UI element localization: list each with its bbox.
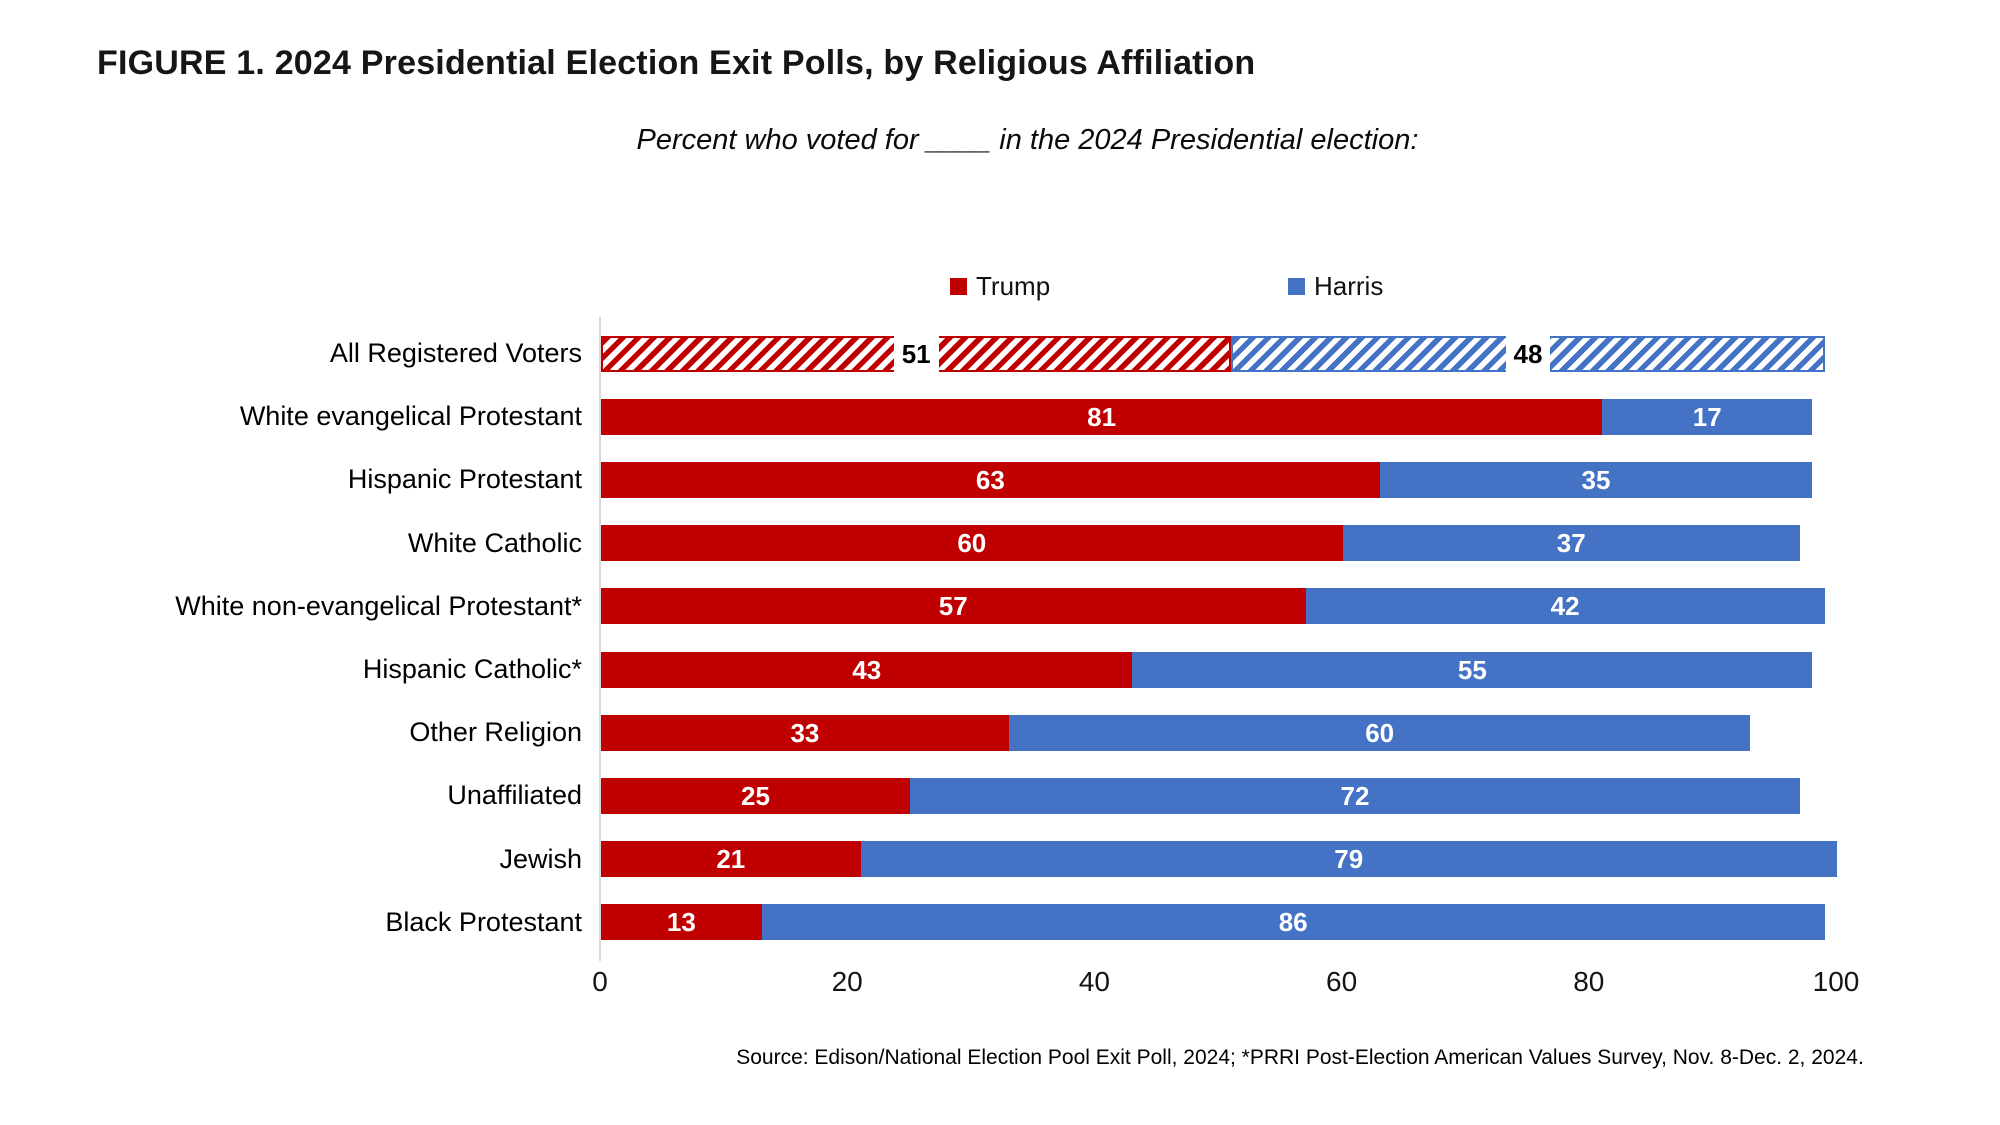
- chart-row: White evangelical Protestant 81 17: [0, 385, 2000, 448]
- bar-segment-trump: 51: [601, 334, 1232, 373]
- chart-row: Hispanic Catholic* 43 55: [0, 638, 2000, 701]
- bar-segment-trump: 81: [601, 398, 1603, 435]
- value-label: 35: [1581, 464, 1611, 495]
- bar-track: 51 48: [601, 334, 1837, 373]
- bar-segment-harris: 72: [910, 777, 1800, 814]
- value-label: 51: [893, 334, 939, 373]
- value-label: 63: [975, 464, 1005, 495]
- chart-row: Unaffiliated 25 72: [0, 764, 2000, 827]
- bar-segment-trump: 25: [601, 777, 910, 814]
- value-label: 37: [1556, 528, 1586, 559]
- value-label: 42: [1550, 591, 1580, 622]
- legend-label: Harris: [1314, 271, 1384, 301]
- bar-segment-harris: 42: [1305, 588, 1825, 625]
- value-label: 79: [1334, 844, 1364, 875]
- category-label: White non-evangelical Protestant*: [175, 590, 582, 621]
- category-label: Hispanic Protestant: [347, 464, 582, 495]
- chart-row: White Catholic 60 37: [0, 512, 2000, 575]
- source-note: Source: Edison/National Election Pool Ex…: [736, 1046, 1864, 1069]
- x-axis: 0 20 40 60 80 100: [592, 966, 1859, 1002]
- bar-segment-harris: 79: [860, 841, 1837, 878]
- value-label: 17: [1692, 401, 1722, 432]
- chart-row: White non-evangelical Protestant* 57 42: [0, 575, 2000, 638]
- category-label: Jewish: [499, 843, 582, 874]
- plot-area: All Registered Voters 51 48 White evangelic…: [0, 317, 2000, 961]
- figure-title: FIGURE 1. 2024 Presidential Election Exi…: [97, 44, 1256, 82]
- value-label: 81: [1087, 401, 1117, 432]
- bar-track: 13 86: [601, 904, 1837, 941]
- bar-segment-harris: 48: [1231, 334, 1825, 373]
- value-label: 48: [1505, 334, 1551, 373]
- category-label: Unaffiliated: [447, 780, 582, 811]
- x-tick-label: 60: [1326, 966, 1358, 997]
- legend-swatch-harris: [1288, 278, 1305, 295]
- bar-track: 21 79: [601, 841, 1837, 878]
- x-tick-label: 80: [1573, 966, 1605, 997]
- bar-segment-harris: 37: [1342, 525, 1800, 562]
- category-label: All Registered Voters: [329, 338, 582, 369]
- x-tick-label: 0: [592, 966, 608, 997]
- y-axis-line: [599, 317, 601, 961]
- legend-swatch-trump: [950, 278, 967, 295]
- value-label: 86: [1278, 907, 1308, 938]
- x-tick-label: 100: [1812, 966, 1860, 997]
- bar-segment-trump: 13: [601, 904, 762, 941]
- bar-segment-trump: 21: [601, 841, 861, 878]
- category-label: White evangelical Protestant: [239, 401, 582, 432]
- chart-row: Black Protestant 13 86: [0, 891, 2000, 954]
- value-label: 60: [957, 528, 987, 559]
- value-label: 55: [1457, 654, 1487, 685]
- bar-segment-trump: 33: [601, 714, 1009, 751]
- bar-segment-harris: 55: [1132, 651, 1813, 688]
- bar-segment-harris: 60: [1008, 714, 1751, 751]
- bar-track: 81 17: [601, 398, 1837, 435]
- bar-track: 57 42: [601, 588, 1837, 625]
- value-label: 43: [852, 654, 882, 685]
- x-tick-label: 40: [1078, 966, 1110, 997]
- legend-label: Trump: [976, 271, 1051, 301]
- category-label: Black Protestant: [385, 906, 582, 937]
- legend-item-harris: Harris: [1288, 271, 1383, 302]
- chart-row: Hispanic Protestant 63 35: [0, 448, 2000, 511]
- bar-segment-harris: 17: [1602, 398, 1813, 435]
- bar-track: 60 37: [601, 525, 1837, 562]
- category-label: Other Religion: [409, 717, 582, 748]
- chart-legend: Trump Harris: [0, 271, 2000, 303]
- legend-item-trump: Trump: [950, 271, 1050, 302]
- bar-segment-trump: 63: [601, 461, 1380, 498]
- figure-subtitle: Percent who voted for ____ in the 2024 P…: [636, 124, 1419, 156]
- bar-segment-trump: 57: [601, 588, 1306, 625]
- chart-row: Jewish 21 79: [0, 828, 2000, 891]
- value-label: 13: [666, 907, 696, 938]
- bar-segment-harris: 35: [1379, 461, 1813, 498]
- value-label: 25: [741, 780, 770, 811]
- value-label: 33: [790, 717, 820, 748]
- bar-track: 43 55: [601, 651, 1837, 688]
- value-label: 60: [1365, 717, 1395, 748]
- bar-track: 33 60: [601, 714, 1837, 751]
- chart-row: All Registered Voters 51 48: [0, 322, 2000, 385]
- value-label: 72: [1340, 780, 1370, 811]
- plot-rows: All Registered Voters 51 48 White evangelic…: [0, 322, 2000, 954]
- bar-segment-trump: 43: [601, 651, 1133, 688]
- category-label: Hispanic Catholic*: [362, 654, 582, 684]
- bar-segment-harris: 86: [761, 904, 1825, 941]
- value-label: 21: [716, 844, 746, 875]
- x-tick-label: 20: [831, 966, 863, 997]
- category-label: White Catholic: [407, 527, 582, 558]
- bar-track: 25 72: [601, 777, 1837, 814]
- bar-segment-trump: 60: [601, 525, 1343, 562]
- chart-row: Other Religion 33 60: [0, 701, 2000, 764]
- bar-track: 63 35: [601, 461, 1837, 498]
- value-label: 57: [938, 591, 968, 622]
